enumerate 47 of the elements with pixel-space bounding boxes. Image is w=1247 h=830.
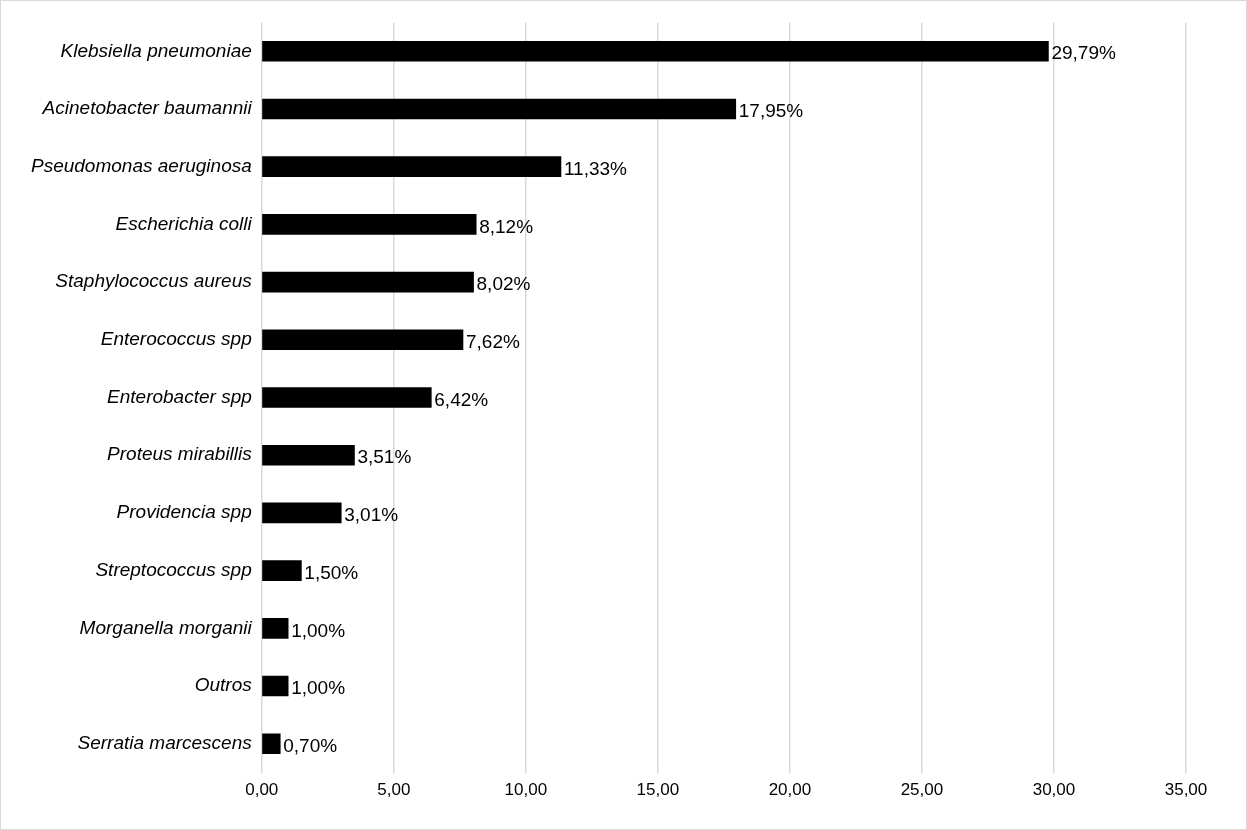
y-tick-label: Enterobacter spp <box>107 385 252 407</box>
x-tick-label: 20,00 <box>768 780 812 800</box>
data-label: 6,42% <box>434 388 489 410</box>
y-tick-label: Staphylococcus aureus <box>55 270 253 292</box>
bar <box>262 675 289 697</box>
y-tick-label: Escherichia colli <box>115 212 253 234</box>
x-tick-label: 25,00 <box>900 780 944 800</box>
y-tick-label: Klebsiella pneumoniae <box>60 39 252 61</box>
bar <box>262 502 342 524</box>
y-tick-label: Morganella morganii <box>79 616 253 638</box>
y-tick-label: Streptococcus spp <box>95 558 252 580</box>
x-tick-label: 15,00 <box>636 780 680 800</box>
bar <box>262 98 737 120</box>
bar <box>262 387 432 408</box>
y-tick-label: Providencia spp <box>116 501 252 523</box>
data-label: 11,33% <box>563 157 628 179</box>
data-label: 0,70% <box>283 734 338 756</box>
data-label: 1,50% <box>304 561 359 583</box>
data-label: 3,01% <box>344 504 399 526</box>
y-tick-label: Outros <box>194 674 253 696</box>
data-label: 1,00% <box>291 677 346 699</box>
x-tick-label: 0,00 <box>245 780 279 800</box>
data-label: 29,79% <box>1051 42 1116 64</box>
x-tick-label: 30,00 <box>1032 780 1076 800</box>
data-label: 8,12% <box>479 215 534 237</box>
bar <box>262 733 281 755</box>
y-tick-label: Enterococcus spp <box>100 328 252 350</box>
bar <box>262 444 355 466</box>
data-label: 3,51% <box>357 446 412 468</box>
x-tick-label: 5,00 <box>377 780 411 800</box>
x-tick-label: 10,00 <box>504 780 548 800</box>
y-tick-label: Serratia marcescens <box>77 732 253 754</box>
bar <box>262 560 302 581</box>
data-label: 8,02% <box>476 273 531 295</box>
y-tick-label: Acinetobacter baumannii <box>41 97 253 119</box>
y-tick-label: Pseudomonas aeruginosa <box>31 154 252 176</box>
bar <box>262 618 289 639</box>
data-label: 1,00% <box>291 619 346 641</box>
bar <box>262 329 464 351</box>
bar <box>262 156 562 177</box>
bar <box>262 271 474 293</box>
data-label: 17,95% <box>738 100 804 122</box>
bar <box>262 214 477 235</box>
x-tick-label: 35,00 <box>1164 780 1208 800</box>
data-label: 7,62% <box>465 331 520 353</box>
y-tick-label: Proteus mirabillis <box>107 443 253 465</box>
bar <box>262 40 1049 62</box>
